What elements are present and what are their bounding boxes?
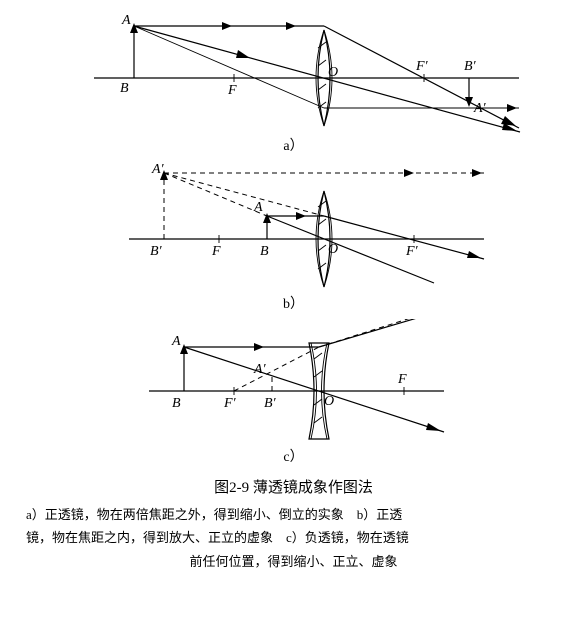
label-Ap: A′ bbox=[473, 101, 487, 116]
label-A-c: A bbox=[171, 334, 181, 349]
label-A-b: A bbox=[253, 200, 263, 215]
figure-title: 图2-9 薄透镜成象作图法 bbox=[18, 476, 569, 497]
label-O: O bbox=[328, 65, 338, 80]
label-O-c: O bbox=[324, 394, 334, 409]
label-Bp: B′ bbox=[464, 59, 477, 74]
label-F-c: F bbox=[397, 372, 407, 387]
sublabel-b: b） bbox=[94, 293, 494, 313]
diagram-c-svg: A B F′ B′ A′ O F bbox=[114, 319, 474, 444]
subfigure-a: A B F O F′ B′ A′ a） bbox=[64, 8, 524, 155]
diagram-b-svg: A′ B′ F B A O F′ bbox=[94, 161, 494, 291]
label-F-b: F bbox=[211, 244, 221, 259]
caption-line-2: 镜，物在焦距之内，得到放大、正立的虚象 c）负透镜，物在透镜 bbox=[26, 526, 561, 549]
label-A: A bbox=[121, 13, 131, 28]
label-F: F bbox=[227, 83, 237, 98]
label-Ap-c: A′ bbox=[253, 362, 267, 377]
caption-line-1: a）正透镜，物在两倍焦距之外，得到缩小、倒立的实象 b）正透 bbox=[26, 503, 561, 526]
label-B: B bbox=[120, 81, 129, 96]
subfigure-c: A B F′ B′ A′ O F c） bbox=[114, 319, 474, 466]
diagram-a-svg: A B F O F′ B′ A′ bbox=[64, 8, 524, 133]
figure-caption: a）正透镜，物在两倍焦距之外，得到缩小、倒立的实象 b）正透 镜，物在焦距之内，… bbox=[18, 503, 569, 573]
sublabel-a: a） bbox=[64, 135, 524, 155]
label-O-b: O bbox=[328, 242, 338, 257]
label-Bp-c: B′ bbox=[264, 396, 277, 411]
label-Fp-b: F′ bbox=[405, 244, 419, 259]
sublabel-c: c） bbox=[114, 446, 474, 466]
label-Fp: F′ bbox=[415, 59, 429, 74]
label-B-b: B bbox=[260, 244, 269, 259]
label-Ap-b: A′ bbox=[151, 162, 165, 177]
caption-line-3: 前任何位置，得到缩小、正立、虚象 bbox=[26, 550, 561, 573]
label-Bp-b: B′ bbox=[150, 244, 163, 259]
label-B-c: B bbox=[172, 396, 181, 411]
subfigure-b: A′ B′ F B A O F′ b） bbox=[94, 161, 494, 313]
label-Fp-c: F′ bbox=[223, 396, 237, 411]
